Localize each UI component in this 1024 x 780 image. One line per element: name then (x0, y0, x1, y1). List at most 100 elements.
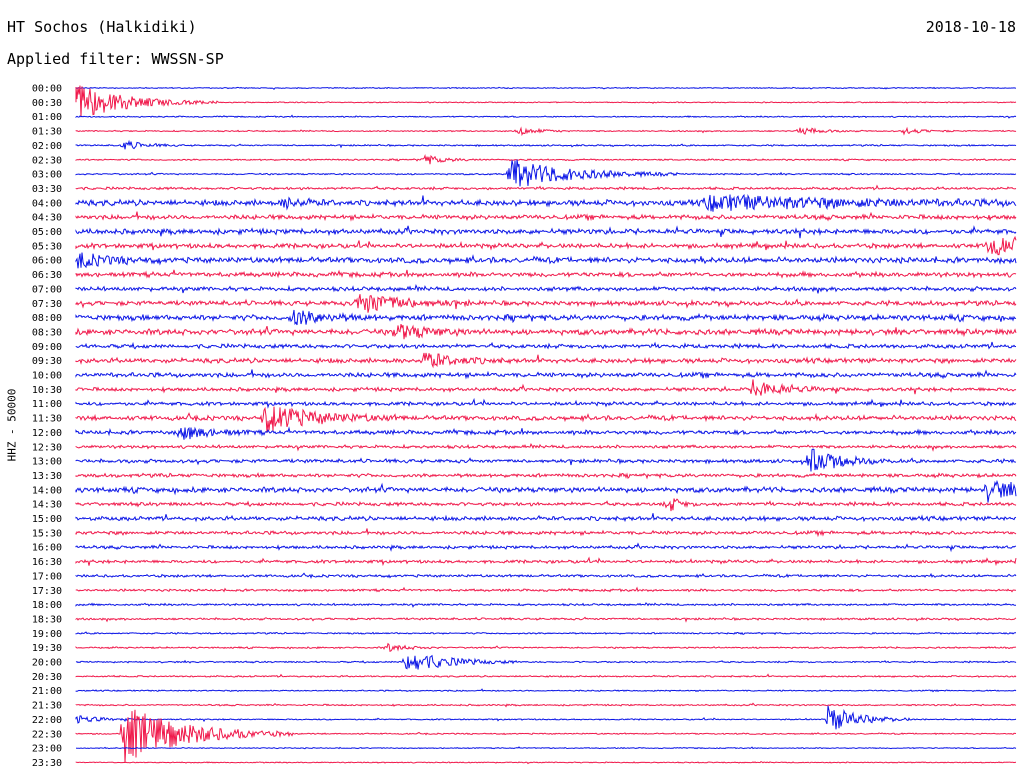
seismogram-trace (75, 323, 1017, 340)
trace-area (75, 85, 1017, 765)
seismogram-trace (75, 498, 1017, 512)
time-label: 12:00 (32, 428, 62, 439)
seismogram-trace (75, 746, 1017, 750)
time-label: 18:00 (32, 600, 62, 611)
time-label: 10:30 (32, 385, 62, 396)
time-label: 20:00 (32, 658, 62, 669)
seismogram-trace (75, 705, 1017, 730)
time-label: 08:30 (32, 327, 62, 338)
seismogram-trace (75, 586, 1016, 593)
time-label: 21:00 (32, 686, 62, 697)
time-label: 09:30 (32, 356, 62, 367)
seismogram-trace (75, 235, 1017, 256)
time-label: 04:30 (32, 213, 62, 224)
time-label: 00:30 (32, 98, 62, 109)
time-label: 06:00 (32, 256, 62, 267)
seismogram-trace (75, 252, 1017, 269)
seismogram-trace (75, 642, 1017, 653)
seismogram-trace (75, 379, 1017, 396)
time-label: 20:30 (32, 672, 62, 683)
seismogram-trace (75, 760, 1017, 765)
seismogram-trace (75, 631, 1016, 636)
time-label-column: 00:00 00:30 01:00 01:30 02:00 02:30 03:00 03:30… (32, 84, 62, 769)
seismogram-trace (75, 341, 1017, 350)
time-label: 19:00 (32, 629, 62, 640)
time-label: 13:30 (32, 471, 62, 482)
time-label: 09:00 (32, 342, 62, 353)
seismogram-trace (75, 616, 1017, 623)
time-label: 22:30 (32, 729, 62, 740)
seismogram-trace (75, 184, 1017, 191)
seismogram-trace (75, 352, 1017, 369)
time-label: 12:30 (32, 442, 62, 453)
seismogram-trace (75, 294, 1017, 313)
time-label: 01:30 (32, 127, 62, 138)
seismogram-trace (75, 673, 1017, 678)
seismogram-trace (75, 556, 1017, 567)
time-label: 19:30 (32, 643, 62, 654)
seismogram-trace (75, 85, 1017, 118)
time-label: 03:30 (32, 184, 62, 195)
filter-label: Applied filter: WWSSN-SP (7, 50, 224, 68)
seismogram-trace (75, 528, 1017, 538)
seismogram-trace (75, 542, 1017, 553)
time-label: 11:00 (32, 399, 62, 410)
time-label: 17:30 (32, 586, 62, 597)
seismogram-trace (75, 369, 1017, 380)
seismogram-trace (75, 194, 1017, 212)
time-label: 04:00 (32, 198, 62, 209)
seismogram-trace (75, 309, 1017, 326)
time-label: 05:30 (32, 241, 62, 252)
time-label: 02:30 (32, 155, 62, 166)
time-label: 15:00 (32, 514, 62, 525)
seismogram-trace (75, 709, 1017, 763)
seismogram-trace (75, 479, 1017, 503)
seismogram-trace (75, 448, 1017, 472)
time-label: 13:00 (32, 457, 62, 468)
time-label: 02:00 (32, 141, 62, 152)
time-label: 16:00 (32, 543, 62, 554)
time-label: 11:30 (32, 414, 62, 425)
seismogram-trace (75, 406, 1017, 433)
time-label: 14:00 (32, 485, 62, 496)
seismogram-trace (75, 602, 1016, 608)
date-label: 2018-10-18 (925, 18, 1016, 36)
time-label: 10:00 (32, 371, 62, 382)
time-label: 18:30 (32, 614, 62, 625)
seismogram-trace (75, 472, 1017, 480)
seismogram-trace (75, 688, 1017, 693)
seismogram-trace (75, 269, 1017, 279)
seismogram-trace (75, 443, 1017, 452)
seismogram-trace (75, 426, 1017, 440)
time-label: 17:00 (32, 571, 62, 582)
seismogram-trace (75, 572, 1017, 580)
time-label: 22:00 (32, 715, 62, 726)
time-label: 21:30 (32, 701, 62, 712)
seismogram-trace (75, 702, 1017, 708)
time-label: 16:30 (32, 557, 62, 568)
seismogram-trace (75, 154, 1017, 165)
seismogram-trace (75, 114, 1017, 119)
time-label: 15:30 (32, 528, 62, 539)
time-label: 07:00 (32, 284, 62, 295)
seismogram-trace (75, 139, 1017, 150)
seismogram-trace (75, 225, 1017, 239)
seismogram-trace (75, 126, 1017, 137)
time-label: 06:30 (32, 270, 62, 281)
seismogram-trace (75, 654, 1017, 670)
seismogram-trace (75, 284, 1017, 294)
time-label: 08:00 (32, 313, 62, 324)
seismogram-trace (75, 397, 1017, 409)
time-label: 07:30 (32, 299, 62, 310)
time-label: 23:00 (32, 744, 62, 755)
seismogram-trace (75, 211, 1017, 222)
time-label: 00:00 (32, 84, 62, 95)
seismogram-trace (75, 513, 1017, 523)
time-label: 23:30 (32, 758, 62, 769)
time-label: 05:00 (32, 227, 62, 238)
seismogram-trace (75, 86, 1016, 91)
station-title: HT Sochos (Halkidiki) (7, 18, 197, 36)
seismogram-trace (75, 159, 1017, 187)
time-label: 01:00 (32, 112, 62, 123)
